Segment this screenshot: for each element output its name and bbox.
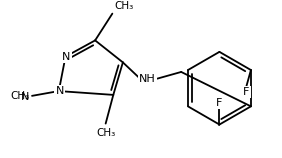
- Text: N: N: [21, 92, 29, 102]
- Text: N: N: [62, 52, 70, 62]
- Text: NH: NH: [139, 74, 156, 84]
- Text: F: F: [243, 87, 249, 97]
- Text: CH₃: CH₃: [96, 128, 115, 138]
- Text: CH₃: CH₃: [114, 1, 133, 11]
- Text: CH₃: CH₃: [10, 91, 29, 101]
- Text: F: F: [216, 97, 222, 108]
- Text: N: N: [56, 86, 64, 96]
